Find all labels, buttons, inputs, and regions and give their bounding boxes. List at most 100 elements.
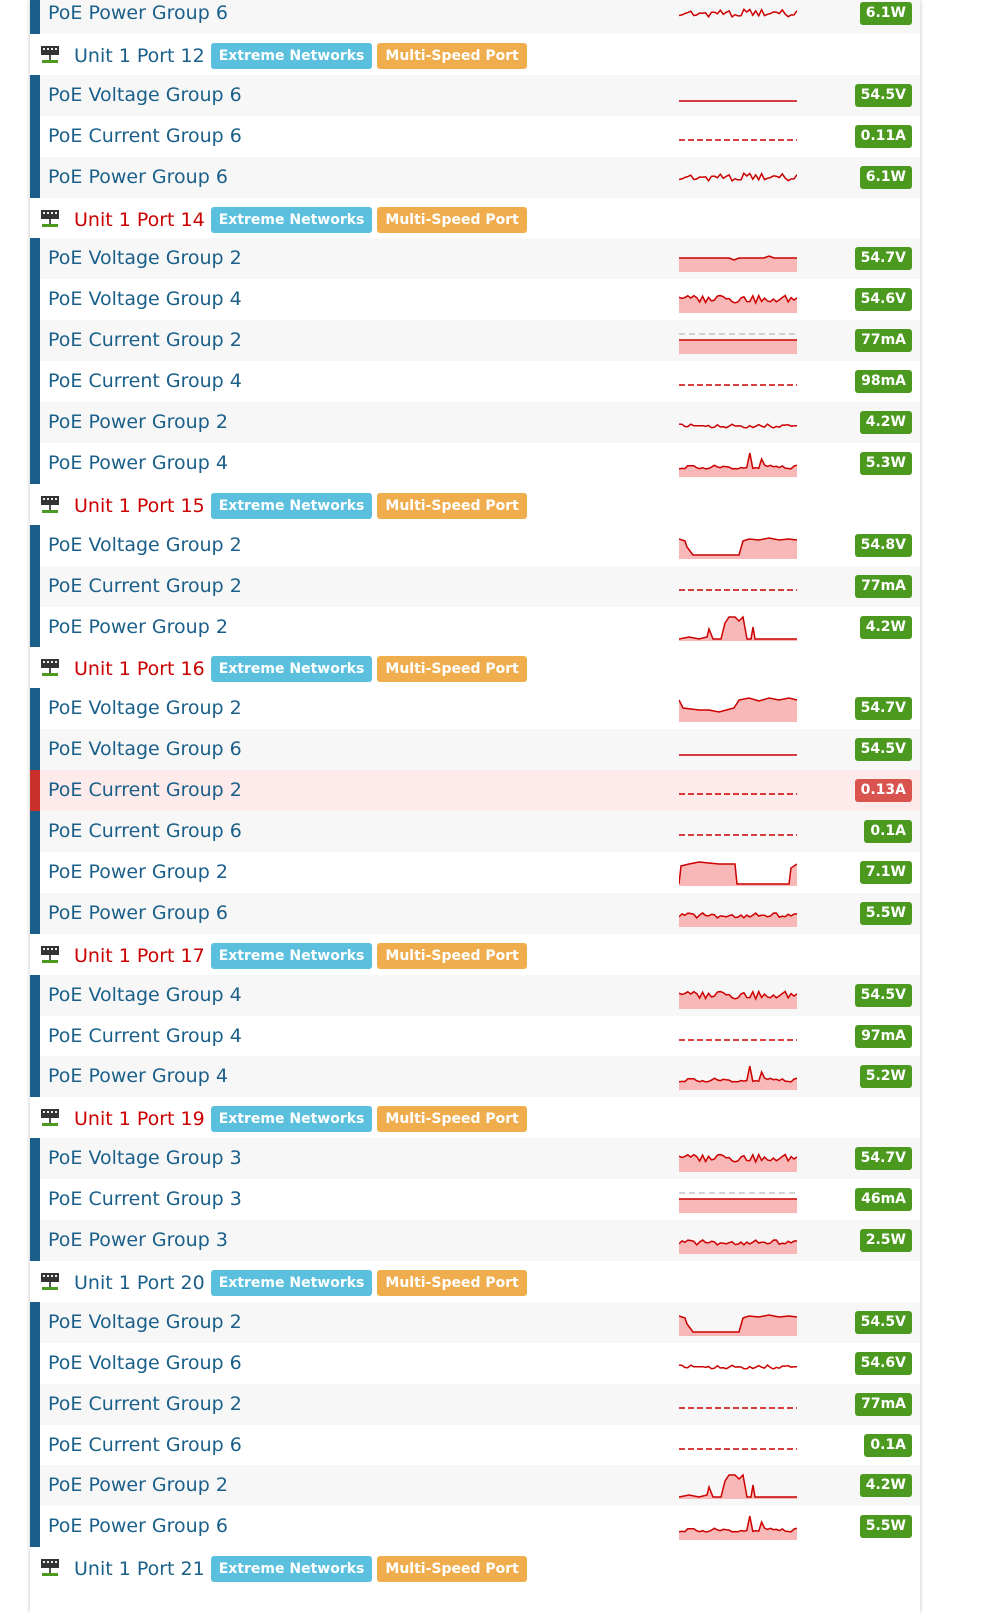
sensor-row[interactable]: PoE Power Group 6 6.1W	[30, 0, 920, 34]
sensor-row[interactable]: PoE Power Group 3 2.5W	[30, 1220, 920, 1261]
sensor-link[interactable]: PoE Voltage Group 2	[48, 1310, 242, 1333]
sensor-sparkline[interactable]	[679, 613, 797, 641]
sensor-sparkline[interactable]	[679, 899, 797, 927]
sensor-link[interactable]: PoE Power Group 4	[48, 1065, 228, 1088]
sensor-row[interactable]: PoE Power Group 2 4.2W	[30, 1465, 920, 1507]
sensor-link[interactable]: PoE Voltage Group 2	[48, 247, 242, 270]
sensor-sparkline[interactable]	[679, 694, 797, 723]
sensor-link[interactable]: PoE Power Group 6	[48, 2, 228, 24]
sensor-link[interactable]: PoE Current Group 2	[48, 574, 242, 597]
sensor-link[interactable]: PoE Current Group 4	[48, 1024, 242, 1047]
sensor-sparkline[interactable]	[679, 1226, 797, 1254]
sensor-sparkline[interactable]	[679, 163, 797, 191]
port-link[interactable]: Unit 1 Port 21	[74, 1558, 205, 1581]
sensor-sparkline[interactable]	[679, 1022, 797, 1050]
sensor-row[interactable]: PoE Voltage Group 6 54.5V	[30, 74, 920, 116]
sensor-link[interactable]: PoE Power Group 6	[48, 165, 228, 188]
sensor-sparkline[interactable]	[679, 572, 797, 600]
sensor-sparkline[interactable]	[679, 1062, 797, 1091]
sensor-link[interactable]: PoE Voltage Group 2	[48, 697, 242, 720]
port-link[interactable]: Unit 1 Port 16	[74, 658, 205, 681]
sensor-row[interactable]: PoE Power Group 2 4.2W	[30, 402, 920, 443]
sensor-link[interactable]: PoE Voltage Group 6	[48, 738, 242, 761]
sensor-link[interactable]: PoE Voltage Group 6	[48, 83, 242, 106]
sensor-sparkline[interactable]	[679, 449, 797, 477]
sensor-link[interactable]: PoE Power Group 2	[48, 1474, 228, 1497]
port-link[interactable]: Unit 1 Port 12	[74, 44, 205, 67]
sensor-link[interactable]: PoE Current Group 3	[48, 1188, 242, 1211]
sensor-row[interactable]: PoE Voltage Group 2 54.7V	[30, 238, 920, 280]
sensor-sparkline[interactable]	[679, 122, 797, 150]
port-link[interactable]: Unit 1 Port 15	[74, 494, 205, 517]
sensor-row[interactable]: PoE Voltage Group 6 54.5V	[30, 729, 920, 771]
sensor-row[interactable]: PoE Current Group 6 0.1A	[30, 1424, 920, 1466]
sensor-link[interactable]: PoE Current Group 6	[48, 124, 242, 147]
port-link[interactable]: Unit 1 Port 17	[74, 944, 205, 967]
sensor-link[interactable]: PoE Voltage Group 6	[48, 1351, 242, 1374]
sensor-sparkline[interactable]	[679, 408, 797, 436]
sensor-row[interactable]: PoE Power Group 6 5.5W	[30, 892, 920, 934]
sensor-row[interactable]: PoE Voltage Group 4 54.6V	[30, 279, 920, 321]
port-link[interactable]: Unit 1 Port 14	[74, 208, 205, 231]
sensor-sparkline[interactable]	[679, 735, 797, 763]
sensor-link[interactable]: PoE Power Group 6	[48, 901, 228, 924]
sensor-link[interactable]: PoE Power Group 6	[48, 1515, 228, 1538]
sensor-sparkline[interactable]	[679, 1431, 797, 1459]
sensor-sparkline[interactable]	[679, 1185, 797, 1214]
sensor-sparkline[interactable]	[679, 1144, 797, 1173]
sensor-row[interactable]: PoE Power Group 6 5.5W	[30, 1506, 920, 1548]
sensor-link[interactable]: PoE Voltage Group 4	[48, 983, 242, 1006]
sensor-sparkline[interactable]	[679, 1390, 797, 1418]
sensor-link[interactable]: PoE Current Group 6	[48, 820, 242, 842]
sensor-row[interactable]: PoE Current Group 6 0.1A	[30, 811, 920, 852]
sensor-sparkline[interactable]	[679, 326, 797, 355]
sensor-link[interactable]: PoE Current Group 2	[48, 1392, 242, 1415]
sensor-sparkline[interactable]	[679, 285, 797, 314]
sensor-sparkline[interactable]	[679, 367, 797, 395]
sensor-row[interactable]: PoE Voltage Group 2 54.7V	[30, 688, 920, 730]
sensor-link[interactable]: PoE Power Group 2	[48, 411, 228, 433]
sensor-row[interactable]: PoE Power Group 2 7.1W	[30, 851, 920, 893]
sensor-link[interactable]: PoE Power Group 4	[48, 451, 228, 474]
sensor-link[interactable]: PoE Current Group 4	[48, 370, 242, 393]
sensor-sparkline[interactable]	[679, 776, 797, 804]
sensor-link[interactable]: PoE Current Group 2	[48, 329, 242, 352]
sensor-row[interactable]: PoE Current Group 4 98mA	[30, 361, 920, 403]
port-link[interactable]: Unit 1 Port 20	[74, 1271, 205, 1294]
sensor-row[interactable]: PoE Power Group 6 6.1W	[30, 156, 920, 198]
sensor-link[interactable]: PoE Current Group 6	[48, 1433, 242, 1456]
sensor-sparkline[interactable]	[679, 81, 797, 109]
sensor-row[interactable]: PoE Voltage Group 2 54.5V	[30, 1301, 920, 1343]
sensor-sparkline[interactable]	[679, 981, 797, 1009]
sensor-sparkline[interactable]	[679, 817, 797, 845]
sensor-row[interactable]: PoE Power Group 4 5.3W	[30, 442, 920, 484]
sensor-link[interactable]: PoE Power Group 3	[48, 1229, 228, 1251]
sensor-row[interactable]: PoE Current Group 4 97mA	[30, 1015, 920, 1057]
sensor-link[interactable]: PoE Voltage Group 3	[48, 1147, 242, 1170]
sensor-sparkline[interactable]	[679, 1512, 797, 1541]
sensor-sparkline[interactable]	[679, 1308, 797, 1336]
sensor-row[interactable]: PoE Current Group 3 46mA	[30, 1179, 920, 1221]
sensor-row[interactable]: PoE Voltage Group 6 54.6V	[30, 1342, 920, 1384]
sensor-row[interactable]: PoE Power Group 2 4.2W	[30, 606, 920, 648]
sensor-row[interactable]: PoE Power Group 4 5.2W	[30, 1056, 920, 1098]
sensor-row[interactable]: PoE Current Group 2 77mA	[30, 1383, 920, 1425]
sensor-row[interactable]: PoE Current Group 2 77mA	[30, 565, 920, 607]
sensor-sparkline[interactable]	[679, 1349, 797, 1377]
sensor-row[interactable]: PoE Voltage Group 3 54.7V	[30, 1138, 920, 1180]
sensor-row[interactable]: PoE Current Group 2 0.13A	[30, 770, 920, 812]
sensor-link[interactable]: PoE Current Group 2	[48, 779, 242, 802]
sensor-link[interactable]: PoE Power Group 2	[48, 860, 228, 883]
sensor-link[interactable]: PoE Power Group 2	[48, 615, 228, 638]
port-link[interactable]: Unit 1 Port 19	[74, 1108, 205, 1131]
sensor-sparkline[interactable]	[679, 531, 797, 559]
sensor-link[interactable]: PoE Voltage Group 2	[48, 533, 242, 556]
sensor-sparkline[interactable]	[679, 244, 797, 273]
sensor-row[interactable]: PoE Current Group 2 77mA	[30, 320, 920, 362]
sensor-sparkline[interactable]	[679, 858, 797, 886]
sensor-sparkline[interactable]	[679, 0, 797, 27]
sensor-sparkline[interactable]	[679, 1471, 797, 1500]
sensor-row[interactable]: PoE Current Group 6 0.11A	[30, 115, 920, 157]
sensor-row[interactable]: PoE Voltage Group 4 54.5V	[30, 974, 920, 1016]
sensor-row[interactable]: PoE Voltage Group 2 54.8V	[30, 524, 920, 566]
